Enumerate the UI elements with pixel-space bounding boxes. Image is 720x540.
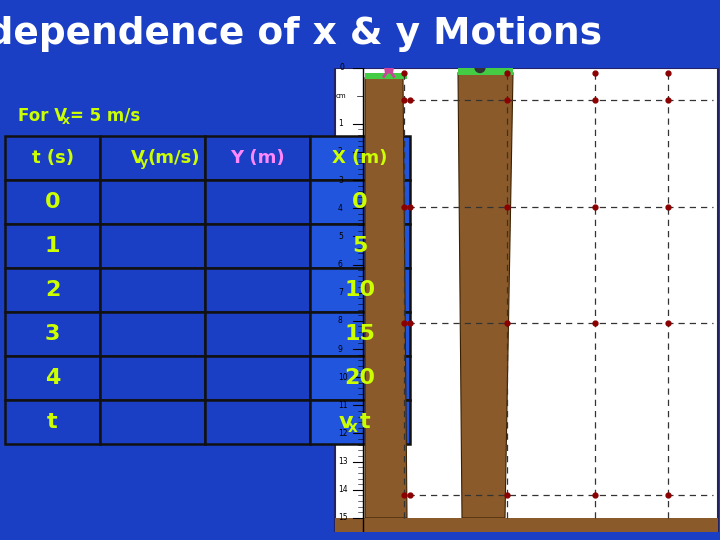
Text: 15: 15: [338, 514, 348, 522]
Polygon shape: [310, 312, 410, 356]
Text: Y (m): Y (m): [230, 148, 285, 167]
Polygon shape: [100, 356, 205, 400]
Bar: [476, 58, 498, 66]
Circle shape: [384, 52, 394, 61]
Bar: [458, 68, 513, 75]
Text: 14: 14: [338, 485, 348, 494]
Polygon shape: [310, 136, 410, 180]
Polygon shape: [310, 224, 410, 268]
Text: 12: 12: [338, 429, 348, 438]
Polygon shape: [100, 400, 205, 444]
Text: 15: 15: [345, 324, 375, 344]
Text: 5: 5: [352, 235, 368, 255]
Text: X (m): X (m): [333, 148, 387, 167]
Polygon shape: [310, 180, 410, 224]
Polygon shape: [205, 136, 310, 180]
Text: 13: 13: [338, 457, 348, 466]
Text: t: t: [360, 412, 370, 432]
Text: 3: 3: [45, 324, 60, 344]
Polygon shape: [5, 268, 100, 312]
Polygon shape: [205, 312, 310, 356]
Text: (m/s): (m/s): [148, 148, 200, 167]
Text: 2: 2: [338, 147, 343, 157]
Text: 0: 0: [352, 192, 368, 212]
Bar: [365, 72, 407, 78]
Text: 3: 3: [338, 176, 343, 185]
Text: V: V: [130, 148, 145, 167]
Text: 0: 0: [45, 192, 60, 212]
Text: 6: 6: [338, 260, 343, 269]
Text: 4: 4: [45, 368, 60, 388]
Text: = 5 m/s: = 5 m/s: [70, 106, 140, 125]
Text: 1: 1: [45, 235, 60, 255]
Text: 1: 1: [338, 119, 343, 129]
Polygon shape: [100, 268, 205, 312]
Polygon shape: [5, 224, 100, 268]
Polygon shape: [5, 136, 100, 180]
Polygon shape: [310, 400, 410, 444]
Polygon shape: [100, 224, 205, 268]
Text: x: x: [62, 114, 70, 127]
Text: 2: 2: [45, 280, 60, 300]
Text: t: t: [48, 412, 58, 432]
Bar: [335, 518, 718, 532]
Text: 7: 7: [338, 288, 343, 297]
Polygon shape: [100, 136, 205, 180]
Text: cm: cm: [336, 93, 346, 99]
Text: For V: For V: [18, 106, 67, 125]
Polygon shape: [205, 224, 310, 268]
Polygon shape: [5, 356, 100, 400]
Polygon shape: [365, 78, 407, 518]
Text: 5: 5: [338, 232, 343, 241]
Text: 10: 10: [344, 280, 376, 300]
Text: x: x: [348, 420, 358, 435]
Circle shape: [475, 63, 485, 72]
Text: 8: 8: [338, 316, 343, 326]
Polygon shape: [5, 312, 100, 356]
Polygon shape: [205, 356, 310, 400]
Text: v: v: [338, 412, 354, 432]
Text: t (s): t (s): [32, 148, 73, 167]
Text: y: y: [140, 156, 148, 169]
Polygon shape: [100, 312, 205, 356]
Polygon shape: [205, 180, 310, 224]
Polygon shape: [205, 400, 310, 444]
Polygon shape: [310, 268, 410, 312]
Text: 4: 4: [338, 204, 343, 213]
Polygon shape: [5, 400, 100, 444]
Text: 20: 20: [344, 368, 376, 388]
Text: Independence of x & y Motions: Independence of x & y Motions: [0, 16, 602, 52]
Polygon shape: [310, 356, 410, 400]
Text: 10: 10: [338, 373, 348, 382]
Polygon shape: [5, 180, 100, 224]
Polygon shape: [100, 180, 205, 224]
Polygon shape: [458, 72, 513, 518]
Bar: [335, 68, 718, 532]
Bar: [0, 532, 720, 540]
Text: 9: 9: [338, 345, 343, 354]
Polygon shape: [205, 268, 310, 312]
Polygon shape: [384, 68, 394, 73]
Text: 11: 11: [338, 401, 348, 410]
Text: 0: 0: [339, 63, 344, 72]
